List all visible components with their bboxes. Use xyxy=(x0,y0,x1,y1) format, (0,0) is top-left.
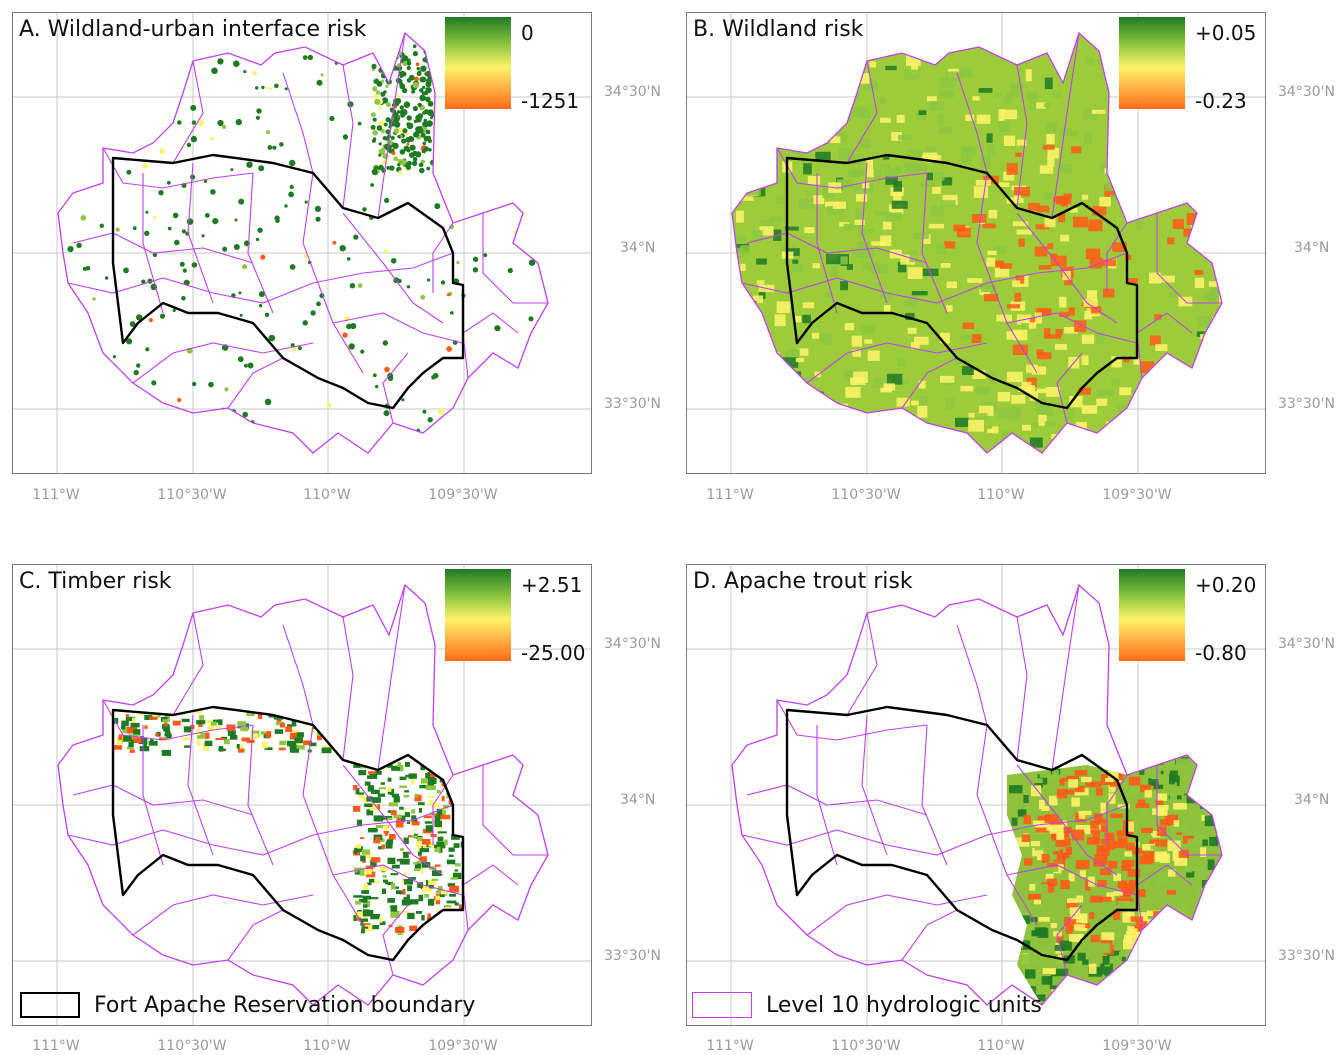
lat-label-d-2: 34°N xyxy=(1294,792,1330,808)
lon-label-d-3: 110°W xyxy=(977,1038,1025,1054)
hydrologic-units xyxy=(57,583,549,1006)
lat-label-b-2: 34°N xyxy=(1294,240,1330,256)
legend-boundary-label: Fort Apache Reservation boundary xyxy=(94,992,476,1018)
map-panel-b: B. Wildland risk +0.05 -0.23 xyxy=(686,12,1266,474)
scale-min-a: -1251 xyxy=(521,89,580,113)
lon-label-c-1: 111°W xyxy=(32,1038,80,1054)
lat-label-d-1: 34°30'N xyxy=(1278,636,1335,652)
risk-scale-a xyxy=(445,17,511,109)
lon-label-b-2: 110°30'W xyxy=(831,487,901,503)
lat-label-a-3: 33°30'N xyxy=(604,396,661,412)
lon-label-a-2: 110°30'W xyxy=(157,487,227,503)
lon-label-a-4: 109°30'W xyxy=(428,487,498,503)
lat-label-c-1: 34°30'N xyxy=(604,636,661,652)
lat-label-b-1: 34°30'N xyxy=(1278,84,1335,100)
lon-label-c-4: 109°30'W xyxy=(428,1038,498,1054)
legend-hydro-label: Level 10 hydrologic units xyxy=(766,992,1042,1018)
lat-label-c-3: 33°30'N xyxy=(604,948,661,964)
scale-min-b: -0.23 xyxy=(1195,89,1247,113)
lon-label-b-4: 109°30'W xyxy=(1102,487,1172,503)
lat-label-c-2: 34°N xyxy=(620,792,656,808)
lat-label-b-3: 33°30'N xyxy=(1278,396,1335,412)
lat-label-d-3: 33°30'N xyxy=(1278,948,1335,964)
hydrologic-units xyxy=(731,31,1223,454)
hydrologic-units xyxy=(57,31,549,454)
risk-scale-b xyxy=(1119,17,1185,109)
lon-label-d-4: 109°30'W xyxy=(1102,1038,1172,1054)
map-b xyxy=(687,13,1265,473)
scale-max-b: +0.05 xyxy=(1195,21,1257,45)
reservation-boundary xyxy=(785,153,1139,410)
risk-scale-d xyxy=(1119,569,1185,661)
lat-label-a-1: 34°30'N xyxy=(604,84,661,100)
legend-hydro: Level 10 hydrologic units xyxy=(692,988,1042,1022)
panel-title-b: B. Wildland risk xyxy=(693,17,864,42)
lon-label-d-1: 111°W xyxy=(706,1038,754,1054)
map-panel-d: D. Apache trout risk +0.20 -0.80 xyxy=(686,564,1266,1026)
scale-max-c: +2.51 xyxy=(521,573,583,597)
scale-max-a: 0 xyxy=(521,21,534,45)
risk-scale-c xyxy=(445,569,511,661)
lon-label-d-2: 110°30'W xyxy=(831,1038,901,1054)
legend-boundary: Fort Apache Reservation boundary xyxy=(20,988,475,1022)
scale-max-d: +0.20 xyxy=(1195,573,1257,597)
reservation-boundary xyxy=(111,153,465,410)
lon-label-a-1: 111°W xyxy=(32,487,80,503)
boundary-swatch xyxy=(20,992,80,1018)
lon-label-b-3: 110°W xyxy=(977,487,1025,503)
map-panel-c: C. Timber risk +2.51 -25.00 xyxy=(12,564,592,1026)
hydro-swatch xyxy=(692,992,752,1018)
panel-title-c: C. Timber risk xyxy=(19,569,172,594)
reservation-boundary xyxy=(111,705,465,962)
lat-label-a-2: 34°N xyxy=(620,240,656,256)
timber-risk-raster xyxy=(113,710,463,935)
lon-label-a-3: 110°W xyxy=(303,487,351,503)
map-a xyxy=(13,13,591,473)
lon-label-b-1: 111°W xyxy=(706,487,754,503)
panel-title-a: A. Wildland-urban interface risk xyxy=(19,17,367,42)
map-panel-a: A. Wildland-urban interface risk 0 -1251 xyxy=(12,12,592,474)
map-d xyxy=(687,565,1265,1025)
map-c xyxy=(13,565,591,1025)
scale-min-d: -0.80 xyxy=(1195,641,1247,665)
lon-label-c-3: 110°W xyxy=(303,1038,351,1054)
reservation-boundary xyxy=(785,705,1139,962)
hydrologic-units xyxy=(731,583,1223,1006)
scale-min-c: -25.00 xyxy=(521,641,586,665)
apache-trout-risk-raster xyxy=(1007,755,1222,1005)
panel-title-d: D. Apache trout risk xyxy=(693,569,913,594)
lon-label-c-2: 110°30'W xyxy=(157,1038,227,1054)
